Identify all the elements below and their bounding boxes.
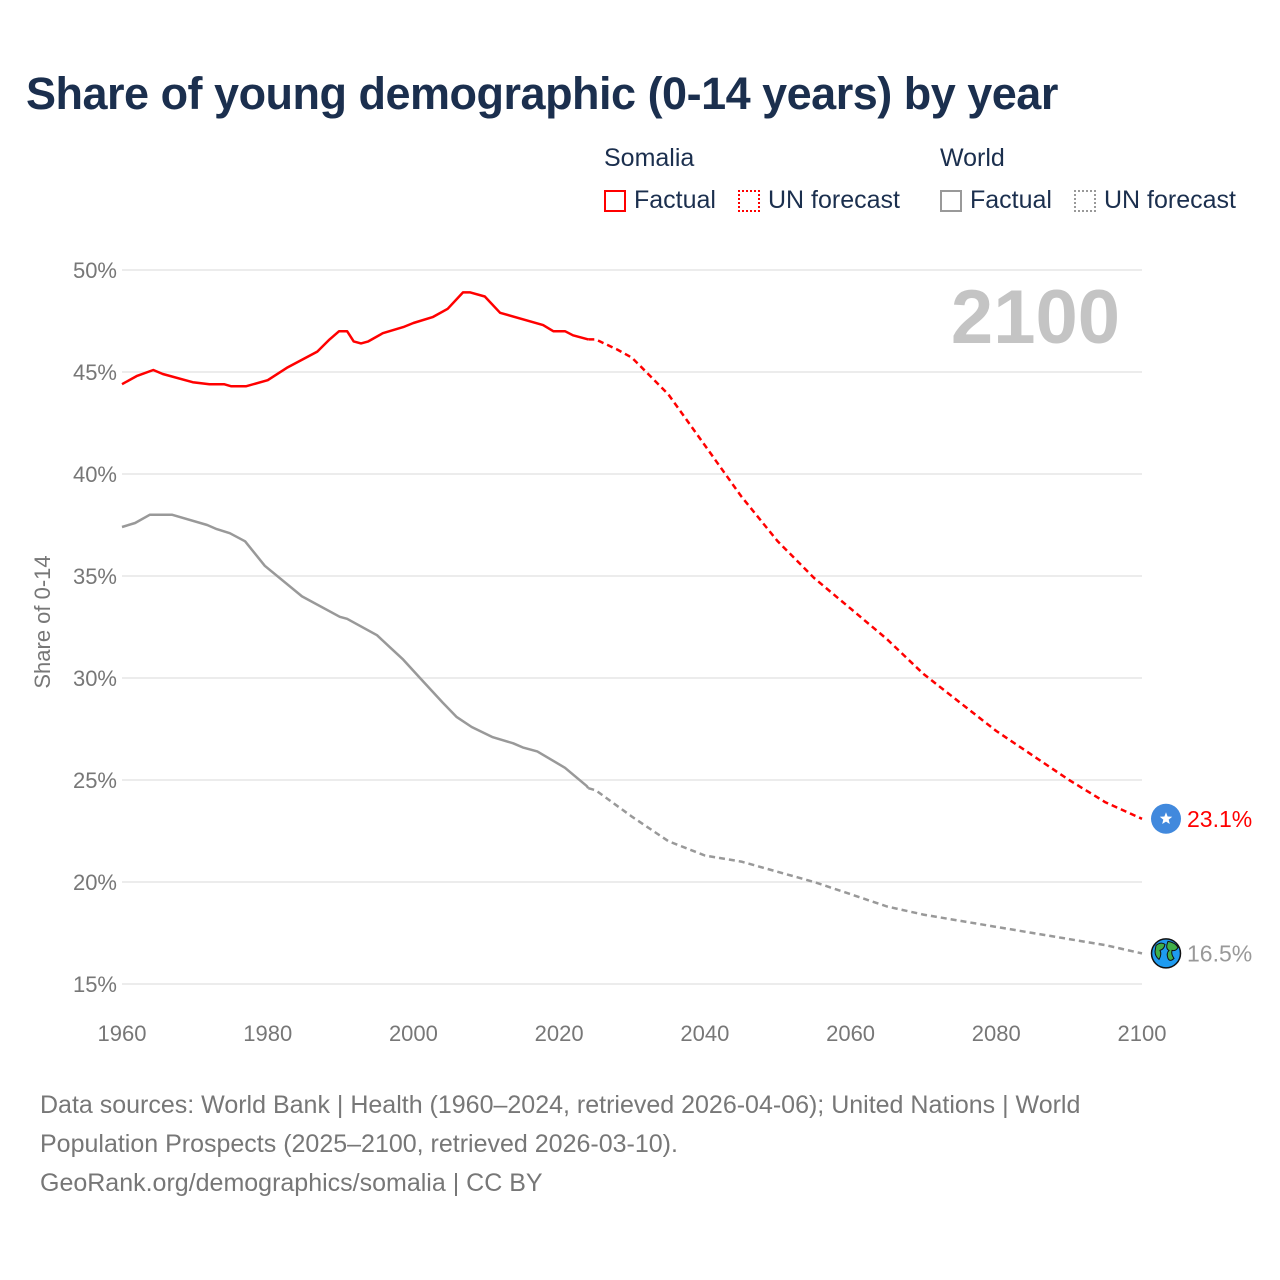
legend-world-forecast[interactable]: UN forecast [1074, 186, 1236, 215]
legend-swatch-solid-red [604, 189, 626, 212]
end-value-label: 16.5% [1187, 940, 1252, 966]
x-tick-label: 2100 [1118, 1021, 1167, 1046]
y-tick-label: 20% [73, 870, 117, 895]
footer: Data sources: World Bank | Health (1960–… [40, 1086, 1240, 1203]
somalia-flag-icon [1151, 803, 1181, 834]
y-axis-label: Share of 0-14 [30, 555, 55, 688]
globe-icon [1150, 938, 1182, 969]
legend-label: Factual [970, 186, 1052, 214]
legend-group-world: World [940, 144, 1005, 172]
source-link[interactable]: GeoRank.org/demographics/somalia | CC BY [40, 1169, 543, 1197]
x-tick-label: 2020 [535, 1021, 584, 1046]
chart-title: Share of young demographic (0-14 years) … [26, 68, 1058, 119]
series-line-somalia-forecast [588, 338, 1143, 820]
source-line-1: Data sources: World Bank | Health (1960–… [40, 1091, 1081, 1119]
legend-label: UN forecast [768, 186, 900, 214]
legend-label: UN forecast [1104, 186, 1236, 214]
legend-world-factual[interactable]: Factual [940, 186, 1052, 215]
legend-swatch-dotted-gray [1074, 189, 1096, 212]
legend-somalia-factual[interactable]: Factual [604, 186, 716, 215]
legend-somalia-forecast[interactable]: UN forecast [738, 186, 900, 215]
x-tick-label: 2000 [389, 1021, 438, 1046]
x-tick-label: 1980 [243, 1021, 292, 1046]
end-value-label: 23.1% [1187, 806, 1252, 832]
legend-swatch-dotted-red [738, 189, 760, 212]
legend-label: Factual [634, 186, 716, 214]
x-tick-label: 2080 [972, 1021, 1021, 1046]
y-tick-label: 30% [73, 666, 117, 691]
source-line-2: Population Prospects (2025–2100, retriev… [40, 1130, 678, 1158]
x-tick-label: 2060 [826, 1021, 875, 1046]
y-tick-label: 25% [73, 768, 117, 793]
y-tick-label: 45% [73, 360, 117, 385]
y-tick-label: 40% [73, 462, 117, 487]
x-tick-label: 1960 [98, 1021, 147, 1046]
series-line-world-factual [121, 513, 590, 789]
y-tick-label: 35% [73, 564, 117, 589]
series-line-somalia-factual [121, 291, 589, 388]
y-tick-label: 15% [73, 972, 117, 997]
legend-group-somalia: Somalia [604, 144, 695, 172]
legend-swatch-solid-gray [940, 189, 962, 212]
x-tick-label: 2040 [680, 1021, 729, 1046]
year-label: 2100 [951, 275, 1120, 360]
y-tick-label: 50% [73, 258, 117, 283]
series-line-world-forecast [587, 786, 1143, 955]
